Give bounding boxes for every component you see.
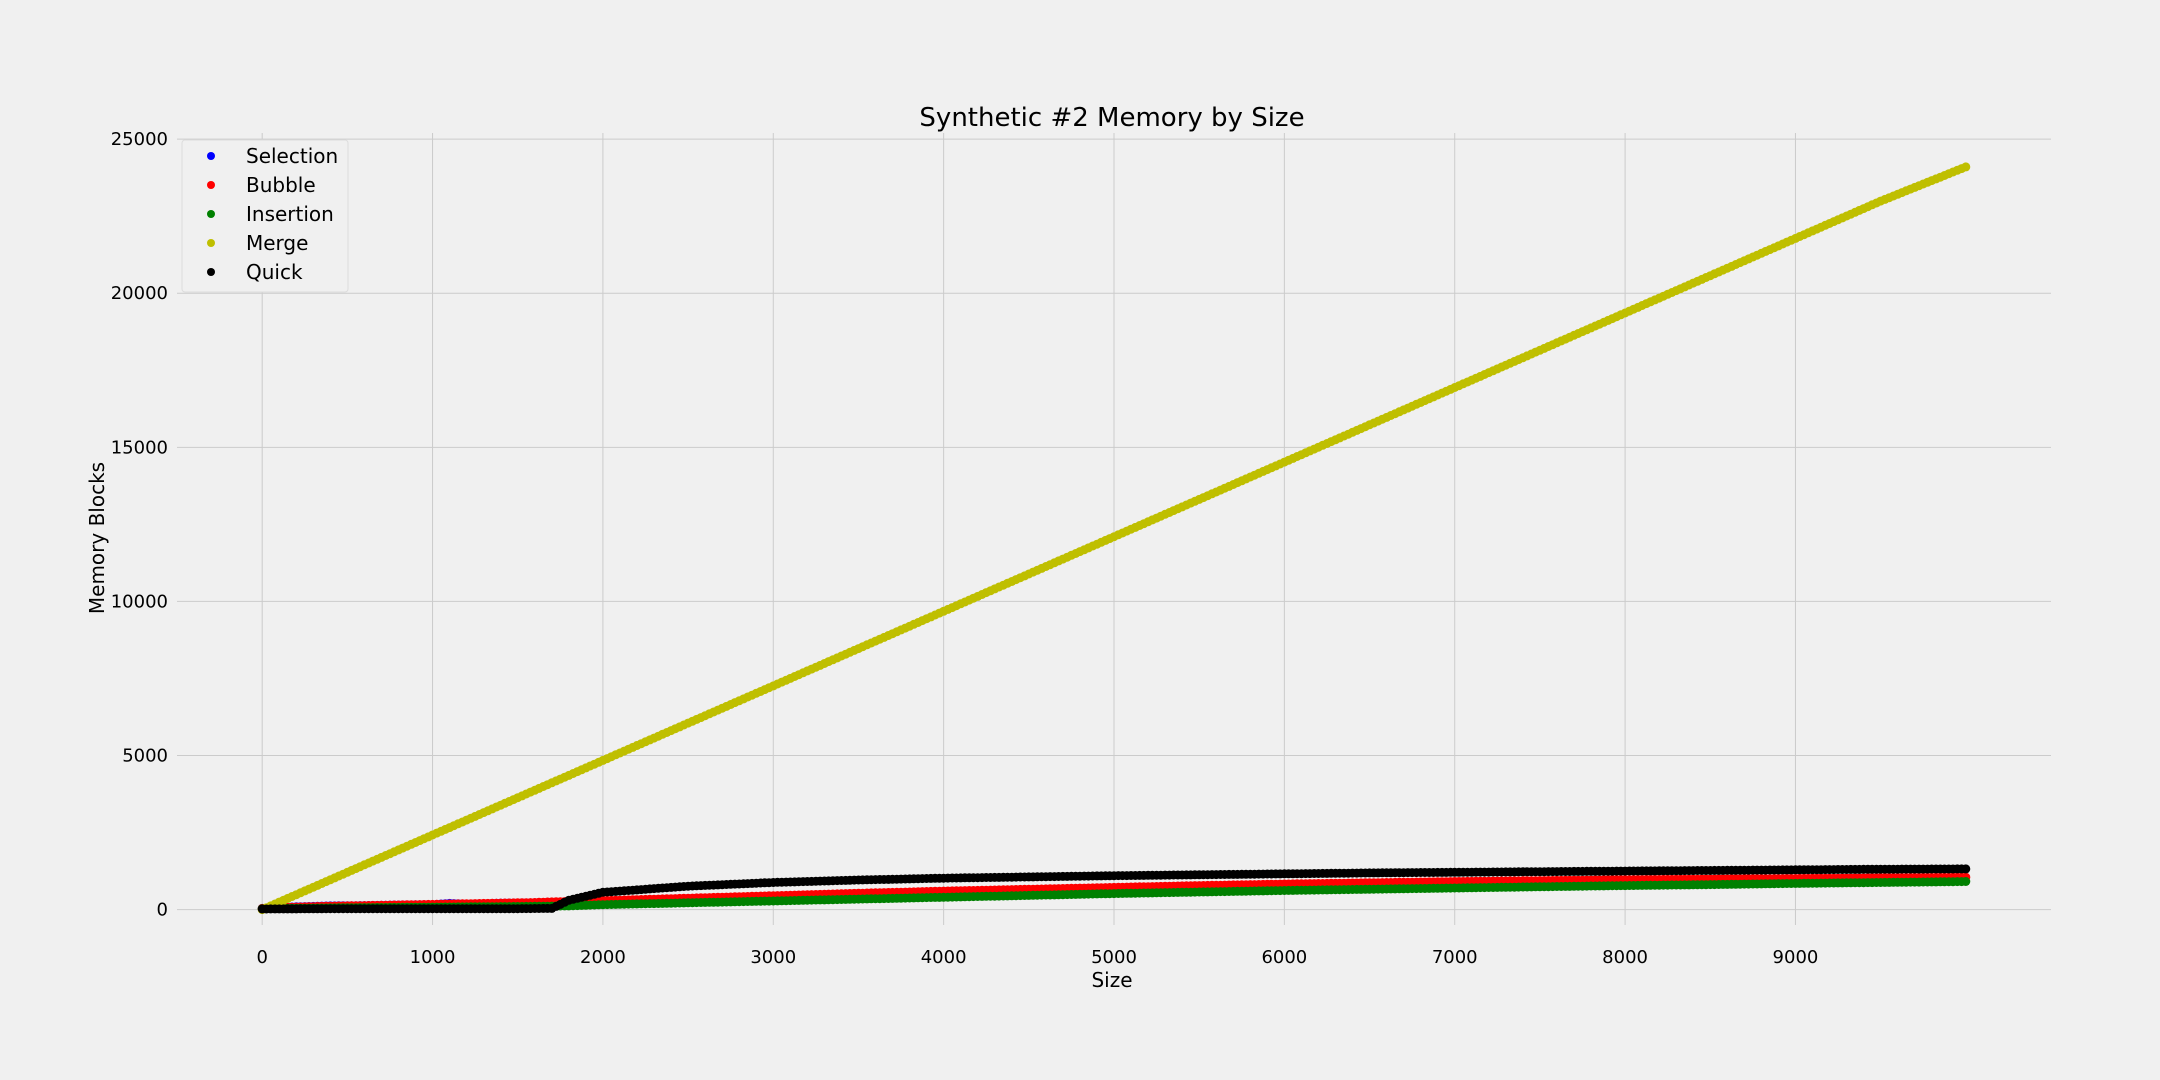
y-tick-label: 5000 [122, 746, 168, 767]
data-point [1961, 877, 1971, 886]
x-tick-label: 9000 [1773, 947, 1819, 968]
legend-label: Bubble [246, 173, 316, 197]
x-tick-label: 5000 [1091, 947, 1137, 968]
legend-marker [207, 152, 215, 160]
x-tick-label: 2000 [580, 947, 626, 968]
x-tick-label: 3000 [750, 947, 796, 968]
series-merge [257, 162, 1971, 915]
legend-marker [207, 210, 215, 218]
legend-marker [207, 181, 215, 189]
grid [177, 133, 2051, 925]
legend-label: Selection [246, 144, 338, 168]
x-tick-label: 6000 [1261, 947, 1307, 968]
legend-label: Insertion [246, 202, 334, 226]
y-tick-label: 15000 [111, 437, 168, 458]
x-tick-label: 7000 [1432, 947, 1478, 968]
data-point [1961, 162, 1971, 172]
y-tick-label: 20000 [111, 283, 168, 304]
data-points [257, 162, 1971, 915]
legend-box [181, 139, 349, 293]
series-insertion [257, 877, 1971, 914]
legend-label: Merge [246, 231, 308, 255]
y-axis-label: Memory Blocks [85, 462, 109, 614]
tick-labels: 0 1000 2000 3000 4000 5000 6000 7000 8000 9000 0 50… [111, 129, 1819, 968]
x-tick-label: 4000 [921, 947, 967, 968]
chart-title: Synthetic #2 Memory by Size [919, 103, 1304, 133]
legend: Selection Bubble Insertion Merge Quick [181, 139, 349, 293]
legend-label: Quick [246, 260, 303, 284]
x-tick-label: 8000 [1602, 947, 1648, 968]
y-tick-label: 25000 [111, 129, 168, 150]
x-tick-label: 1000 [410, 947, 456, 968]
x-tick-label: 0 [256, 947, 267, 968]
legend-marker [207, 239, 215, 247]
data-point [1961, 864, 1971, 874]
y-tick-label: 0 [157, 900, 168, 921]
x-axis-label: Size [1091, 968, 1132, 992]
legend-marker [207, 268, 215, 276]
y-tick-label: 10000 [111, 591, 168, 612]
series-quick [257, 864, 1971, 914]
